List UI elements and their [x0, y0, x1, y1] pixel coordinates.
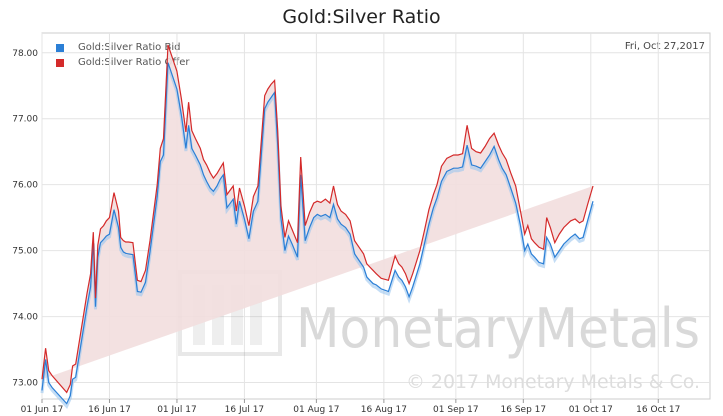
- x-tick-label: 16 Jun 17: [88, 405, 131, 415]
- x-tick-label: 01 Sep 17: [433, 405, 479, 415]
- legend-label-offer: Gold:Silver Ratio Offer: [78, 57, 190, 68]
- legend-item-bid[interactable]: Gold:Silver Ratio Bid: [56, 40, 190, 55]
- x-tick-label: 16 Oct 17: [636, 405, 680, 415]
- x-tick-label: 16 Jul 17: [225, 405, 265, 415]
- y-tick-label: 74.00: [12, 313, 38, 323]
- watermark-text: MonetaryMetals: [296, 297, 700, 360]
- legend-label-bid: Gold:Silver Ratio Bid: [78, 42, 181, 53]
- y-tick-label: 77.00: [12, 115, 38, 125]
- x-tick-label: 01 Oct 17: [569, 405, 613, 415]
- y-tick-label: 76.00: [12, 181, 38, 191]
- bid-line-shadow: [40, 64, 595, 410]
- legend: Gold:Silver Ratio Bid Gold:Silver Ratio …: [56, 40, 190, 70]
- x-tick-label: 01 Aug 17: [293, 405, 339, 415]
- y-tick-label: 75.00: [12, 247, 38, 257]
- x-tick-label: 01 Jul 17: [157, 405, 197, 415]
- series-line-bid[interactable]: [41, 62, 594, 405]
- copyright-text: © 2017 Monetary Metals & Co.: [406, 371, 700, 393]
- legend-swatch-offer: [56, 58, 64, 67]
- legend-item-offer[interactable]: Gold:Silver Ratio Offer: [56, 55, 190, 70]
- y-tick-label: 73.00: [12, 379, 38, 389]
- x-tick-label: 01 Jun 17: [21, 405, 64, 415]
- chart-title: Gold:Silver Ratio: [282, 6, 441, 28]
- series-line-offer[interactable]: [41, 44, 594, 394]
- legend-swatch-bid: [56, 43, 64, 52]
- x-tick-label: 16 Sep 17: [501, 405, 547, 415]
- date-label: Fri, Oct 27,2017: [624, 41, 705, 52]
- x-tick-label: 16 Aug 17: [361, 405, 407, 415]
- y-tick-label: 78.00: [12, 49, 38, 59]
